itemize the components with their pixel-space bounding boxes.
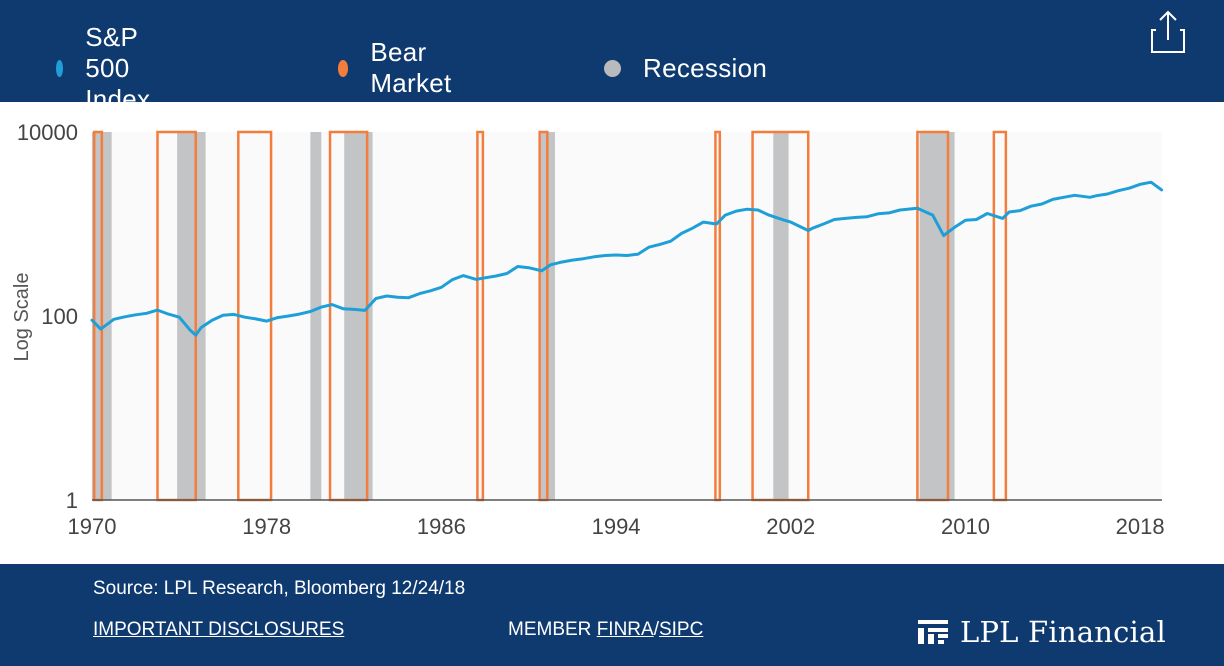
x-tick-label: 2002 <box>766 514 815 539</box>
sp500-line <box>90 180 1164 337</box>
sp500-log-chart: 1 100 10000 1970 1978 1986 1994 2002 2010 2018 L… <box>11 120 1165 539</box>
x-tick-label: 2010 <box>941 514 990 539</box>
x-tick-label: 2018 <box>1116 514 1165 539</box>
x-tick-label: 1994 <box>592 514 641 539</box>
x-tick-labels: 1970 1978 1986 1994 2002 2010 2018 <box>68 514 1165 539</box>
recession-legend-dot <box>604 59 621 77</box>
recession-band <box>773 132 789 500</box>
legend-item-recession: Recession <box>604 50 767 86</box>
y-tick-label: 1 <box>66 488 78 513</box>
y-tick-labels: 1 100 10000 <box>17 120 78 513</box>
y-tick-label: 10000 <box>17 120 78 145</box>
y-axis-label: Log Scale <box>11 273 33 362</box>
legend-item-bear-market: Bear Market <box>338 37 458 98</box>
brand-name: LPL Financial <box>960 615 1166 649</box>
x-tick-label: 1978 <box>242 514 291 539</box>
member-separator: / <box>653 619 659 640</box>
finra-link[interactable]: FINRA <box>596 619 654 640</box>
sipc-link[interactable]: SIPC <box>658 619 704 640</box>
y-tick-label: 100 <box>41 304 78 329</box>
legend-label-recession: Recession <box>643 52 768 83</box>
sp500-series <box>90 180 1164 337</box>
x-tick-label: 1986 <box>417 514 466 539</box>
important-disclosures-link[interactable]: IMPORTANT DISCLOSURES <box>93 619 345 640</box>
member-prefix: MEMBER <box>508 619 597 640</box>
recession-band <box>919 132 955 500</box>
lpl-logo-icon <box>918 620 948 644</box>
footer: Source: LPL Research, Bloomberg 12/24/18… <box>0 564 1224 666</box>
legend-item-sp500: S&P 500 Index <box>56 22 160 114</box>
x-tick-label: 1970 <box>68 514 117 539</box>
member-note: MEMBER FINRA/SIPC <box>508 619 703 641</box>
legend-header: S&P 500 Index Bear Market Recession <box>0 0 1224 114</box>
legend-label-bear-market: Bear Market <box>370 37 452 98</box>
legend-label-sp500: S&P 500 Index <box>85 21 151 114</box>
lpl-logo: LPL Financial <box>918 612 1166 652</box>
bear-market-legend-dot <box>338 59 349 77</box>
recession-band <box>310 132 322 500</box>
sp500-legend-dot <box>56 59 64 77</box>
share-icon[interactable] <box>1148 8 1188 56</box>
source-note: Source: LPL Research, Bloomberg 12/24/18 <box>93 578 466 599</box>
recession-band <box>177 132 206 500</box>
plot-area <box>92 132 1162 500</box>
